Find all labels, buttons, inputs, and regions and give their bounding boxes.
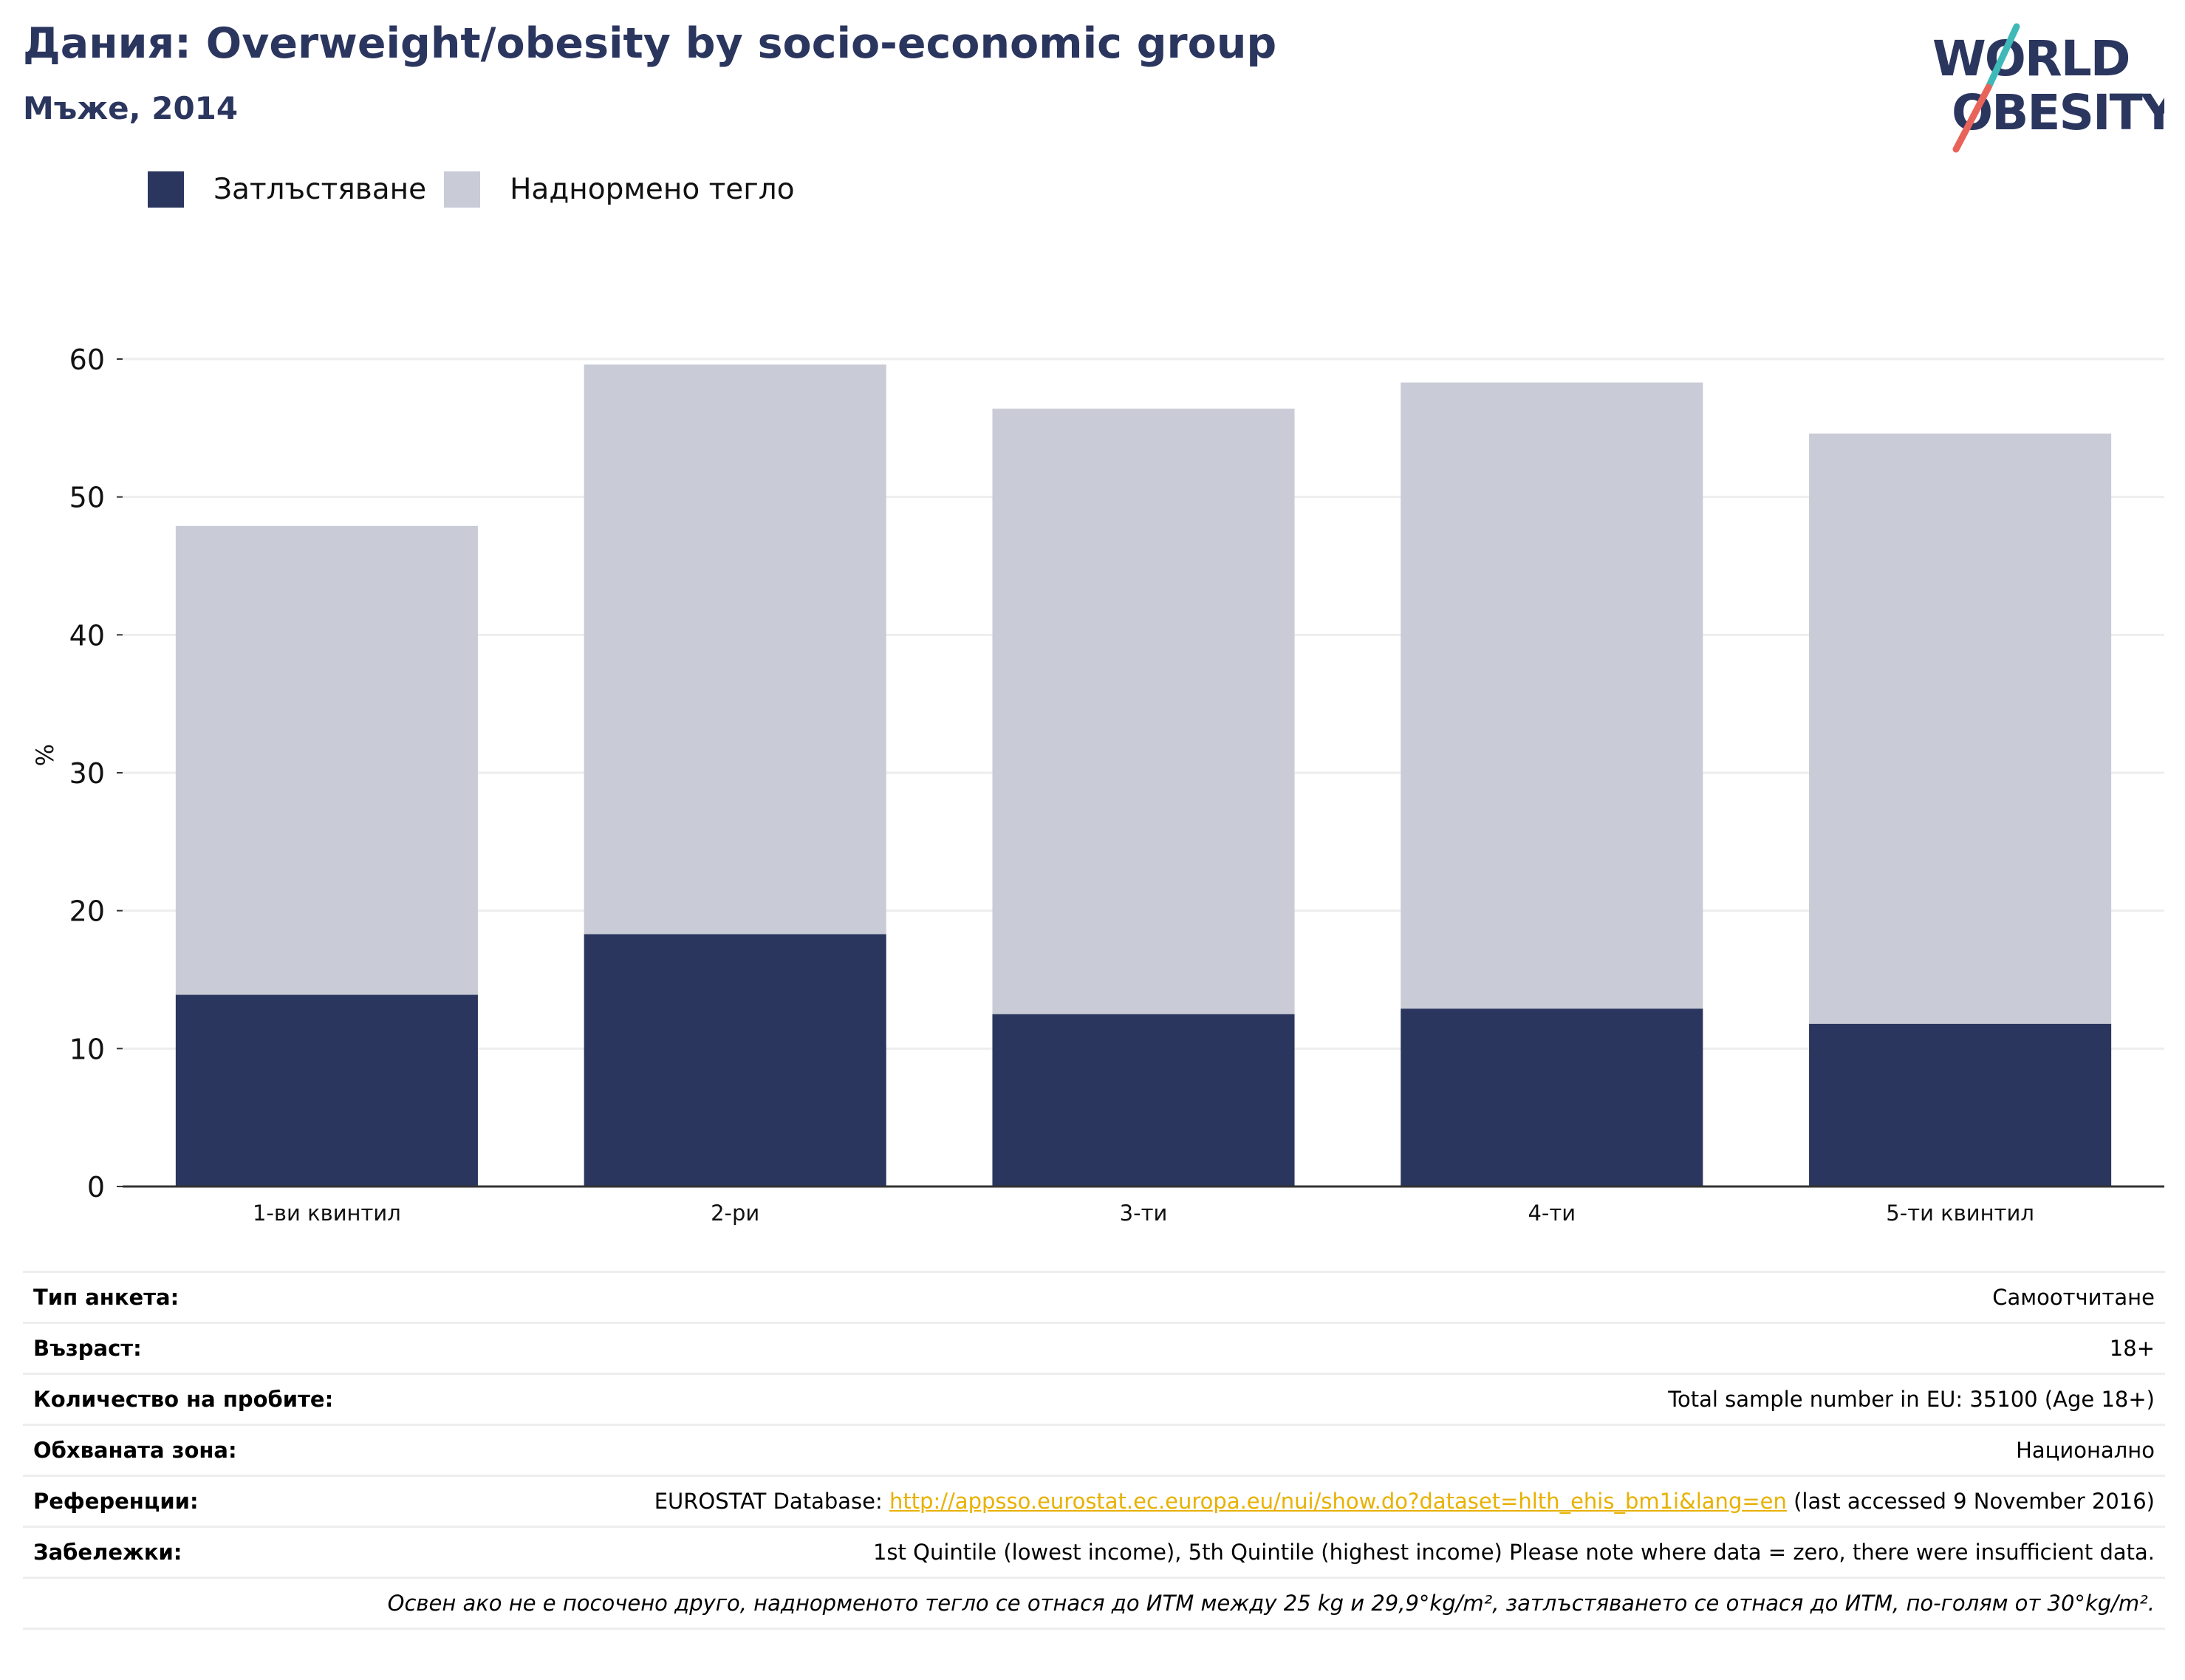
meta-value: 18+ [395,1322,2165,1375]
meta-row: Тип анкета: Самоотчитане [23,1271,2165,1324]
meta-key: Възраст: [23,1322,396,1375]
meta-key: Забележки: [23,1526,396,1579]
bar-obesity [1401,1008,1703,1186]
x-tick-label: 2-ри [711,1201,759,1226]
y-tick-label: 40 [69,619,105,652]
x-tick-label: 3-ти [1120,1201,1168,1226]
legend-label-obesity: Затлъстяване [213,173,427,206]
legend-item-obesity[interactable]: Затлъстяване [148,171,426,208]
meta-row-notes: Забележки: 1st Quintile (lowest income),… [23,1526,2165,1579]
bar-obesity [1809,1023,2112,1186]
chart-title: Дания: Overweight/obesity by socio-econo… [23,19,1277,68]
meta-key: Тип анкета: [23,1271,396,1324]
world-obesity-logo: WORLD OBESITY [1932,23,2164,153]
bar-overweight [175,525,478,995]
meta-value: 1st Quintile (lowest income), 5th Quinti… [395,1526,2165,1579]
meta-row-footnote: Освен ако не е посочено друго, наднормен… [23,1577,2165,1630]
meta-row: Възраст: 18+ [23,1322,2165,1375]
bar-overweight [584,364,886,935]
meta-key: Количество на пробите: [23,1373,396,1426]
chart-legend: Затлъстяване Наднормено тегло [148,171,813,208]
x-tick-label: 1-ви квинтил [253,1201,401,1226]
y-tick-label: 0 [87,1171,105,1203]
meta-value: Total sample number in EU: 35100 (Age 18… [395,1373,2165,1426]
bar-obesity [992,1014,1295,1186]
references-suffix: (last accessed 9 November 2016) [1786,1489,2155,1514]
metadata-table: Тип анкета: Самоотчитане Възраст: 18+ Количе… [23,1271,2165,1630]
meta-value: Национално [395,1424,2165,1477]
y-tick-label: 10 [69,1033,105,1065]
y-tick-label: 50 [69,482,105,514]
meta-key: Референции: [23,1475,396,1528]
references-prefix: EUROSTAT Database: [654,1489,889,1514]
y-tick-label: 30 [69,757,105,790]
logo-slash-teal [1985,23,2020,91]
meta-row: Обхваната зона: Национално [23,1424,2165,1477]
legend-swatch-obesity [148,171,184,208]
meta-row-references: Референции: EUROSTAT Database: http://ap… [23,1475,2165,1528]
meta-row: Количество на пробите: Total sample numbe… [23,1373,2165,1426]
bar-obesity [584,934,886,1186]
bar-overweight [1809,433,2112,1024]
y-tick-label: 20 [69,895,105,928]
meta-key: Обхваната зона: [23,1424,396,1477]
bar-obesity [175,994,478,1186]
meta-value-references: EUROSTAT Database: http://appsso.eurosta… [395,1475,2165,1528]
logo-line1: WORLD [1932,30,2130,87]
references-link[interactable]: http://appsso.eurostat.ec.europa.eu/nui/… [889,1489,1787,1514]
y-tick-label: 60 [69,344,105,376]
legend-swatch-overweight [444,171,481,208]
x-tick-label: 5-ти квинтил [1886,1201,2034,1226]
bar-overweight [1401,382,1703,1009]
legend-label-overweight: Наднормено тегло [510,173,795,206]
chart-subtitle: Мъже, 2014 [23,90,239,126]
meta-value: Самоотчитане [395,1271,2165,1324]
stacked-bar-chart: 0 10 20 30 40 50 60% 1-ви квинтил 2-ри 3-ти 4-ти 5-… [31,344,2164,1226]
legend-item-overweight[interactable]: Наднормено тегло [444,171,795,208]
logo-slash-red [1952,83,1992,153]
bar-overweight [992,409,1295,1014]
x-tick-label: 4-ти [1528,1201,1576,1226]
footnote: Освен ако не е посочено друго, наднормен… [23,1577,2165,1630]
y-axis-label: % [31,744,59,766]
